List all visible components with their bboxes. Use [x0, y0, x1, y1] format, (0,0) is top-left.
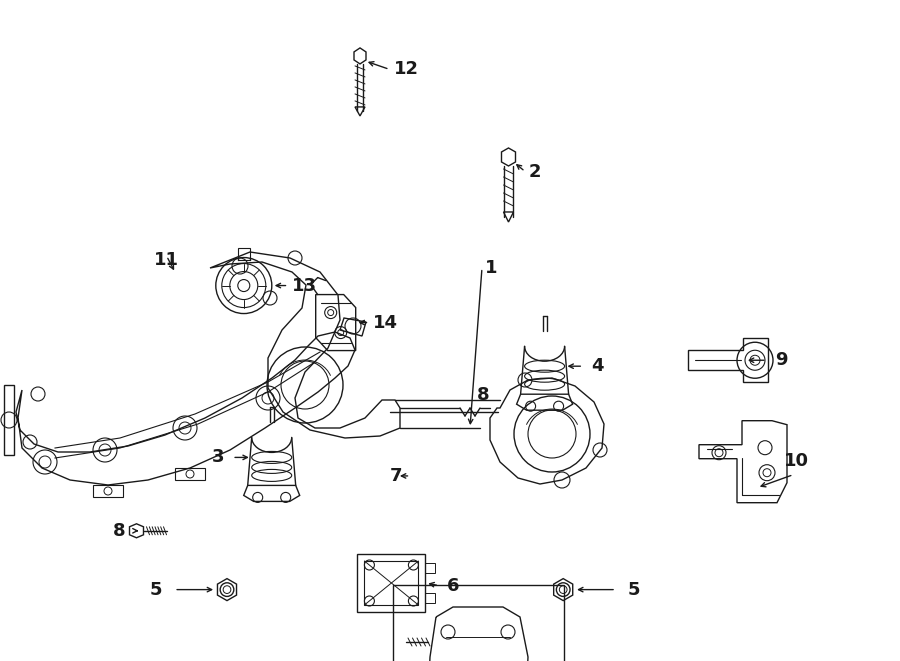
Text: 5: 5 — [628, 580, 641, 599]
Text: 8: 8 — [112, 522, 125, 540]
Text: 6: 6 — [447, 576, 460, 595]
Text: 1: 1 — [485, 258, 498, 277]
Text: 2: 2 — [528, 163, 541, 180]
Text: 9: 9 — [775, 351, 788, 369]
Text: 5: 5 — [149, 580, 162, 599]
Bar — [393, 585, 564, 661]
Text: 4: 4 — [591, 357, 604, 375]
Bar — [357, 554, 426, 612]
Text: 8: 8 — [476, 386, 489, 405]
Polygon shape — [517, 394, 572, 410]
Polygon shape — [244, 485, 300, 502]
Bar — [364, 561, 418, 605]
Text: 3: 3 — [212, 448, 224, 467]
Bar — [238, 248, 250, 260]
Text: 12: 12 — [393, 60, 419, 79]
Text: 14: 14 — [374, 313, 399, 332]
Text: 10: 10 — [784, 451, 808, 469]
Text: 11: 11 — [154, 251, 179, 269]
Text: 7: 7 — [390, 467, 402, 485]
Text: 13: 13 — [292, 276, 318, 295]
